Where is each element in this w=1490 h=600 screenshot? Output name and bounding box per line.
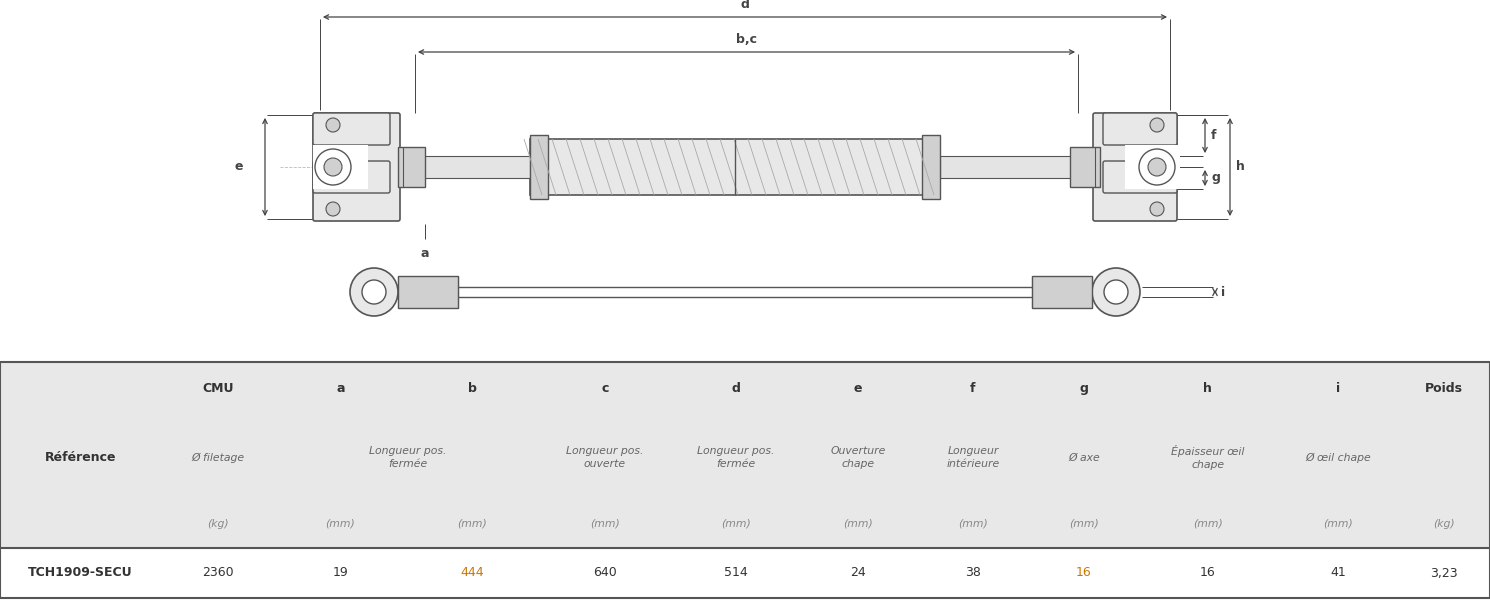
Text: (mm): (mm) (1193, 519, 1222, 529)
Text: i: i (1220, 286, 1225, 298)
Circle shape (350, 268, 398, 316)
Text: c: c (602, 382, 608, 395)
Text: 24: 24 (851, 566, 866, 580)
Bar (1070, 147, 1100, 187)
Text: Longueur pos.
ouverte: Longueur pos. ouverte (566, 446, 644, 469)
Text: TCH1909-SECU: TCH1909-SECU (28, 566, 133, 580)
Bar (530, 139, 940, 195)
Bar (922, 135, 940, 199)
Text: d: d (741, 0, 749, 11)
FancyBboxPatch shape (313, 113, 390, 145)
Text: i: i (1337, 382, 1340, 395)
Text: (mm): (mm) (1323, 519, 1353, 529)
Text: h: h (1204, 382, 1211, 395)
FancyBboxPatch shape (313, 113, 399, 221)
Text: 38: 38 (966, 566, 980, 580)
Text: Longueur
intérieure: Longueur intérieure (946, 446, 1000, 469)
Circle shape (362, 280, 386, 304)
Bar (416, 156, 530, 178)
Text: Ø œil chape: Ø œil chape (1305, 452, 1371, 463)
Text: (kg): (kg) (207, 519, 229, 529)
Text: f: f (970, 382, 976, 395)
Bar (313, 145, 368, 189)
Text: b: b (468, 382, 477, 395)
FancyBboxPatch shape (313, 161, 390, 193)
Bar (1033, 276, 1092, 308)
Text: g: g (1080, 382, 1088, 395)
Text: 19: 19 (332, 566, 349, 580)
Text: Longueur pos.
fermée: Longueur pos. fermée (697, 446, 775, 469)
Circle shape (314, 149, 352, 185)
Text: h: h (1237, 160, 1244, 173)
Text: (kg): (kg) (1433, 519, 1454, 529)
Bar (940, 156, 1077, 178)
Text: 16: 16 (1199, 566, 1216, 580)
Circle shape (1150, 202, 1164, 216)
Bar (0, 548, 1490, 598)
Text: e: e (854, 382, 863, 395)
Text: a: a (420, 247, 429, 260)
Text: (mm): (mm) (843, 519, 873, 529)
Text: 16: 16 (1076, 566, 1092, 580)
Text: f: f (1211, 129, 1216, 142)
Text: 514: 514 (724, 566, 748, 580)
Text: CMU: CMU (203, 382, 234, 395)
Circle shape (1138, 149, 1176, 185)
Bar (0, 362, 1490, 548)
Text: d: d (732, 382, 741, 395)
Circle shape (326, 118, 340, 132)
Circle shape (1092, 268, 1140, 316)
Text: Épaisseur œil
chape: Épaisseur œil chape (1171, 445, 1244, 470)
Text: (mm): (mm) (1070, 519, 1098, 529)
Text: Ø filetage: Ø filetage (192, 452, 244, 463)
Bar (398, 276, 457, 308)
Circle shape (323, 158, 343, 176)
Text: b,c: b,c (736, 33, 757, 46)
Text: 2360: 2360 (203, 566, 234, 580)
Text: Référence: Référence (45, 451, 116, 464)
Text: 41: 41 (1331, 566, 1345, 580)
Text: (mm): (mm) (721, 519, 751, 529)
Circle shape (326, 202, 340, 216)
Circle shape (1150, 118, 1164, 132)
Bar (530, 135, 548, 199)
Text: 640: 640 (593, 566, 617, 580)
Text: 444: 444 (460, 566, 484, 580)
Bar (1125, 145, 1180, 189)
Text: (mm): (mm) (590, 519, 620, 529)
FancyBboxPatch shape (1094, 113, 1177, 221)
Circle shape (1147, 158, 1167, 176)
Text: e: e (234, 160, 243, 173)
Text: (mm): (mm) (457, 519, 487, 529)
Bar (398, 147, 425, 187)
Text: Ouverture
chape: Ouverture chape (830, 446, 887, 469)
Text: 3,23: 3,23 (1430, 566, 1457, 580)
Text: Longueur pos.
fermée: Longueur pos. fermée (368, 446, 447, 469)
Text: g: g (1211, 172, 1220, 185)
Text: (mm): (mm) (326, 519, 355, 529)
Text: (mm): (mm) (958, 519, 988, 529)
Text: Poids: Poids (1424, 382, 1463, 395)
Text: Ø axe: Ø axe (1068, 452, 1100, 463)
FancyBboxPatch shape (1103, 113, 1177, 145)
Text: a: a (337, 382, 344, 395)
Circle shape (1104, 280, 1128, 304)
FancyBboxPatch shape (1103, 161, 1177, 193)
